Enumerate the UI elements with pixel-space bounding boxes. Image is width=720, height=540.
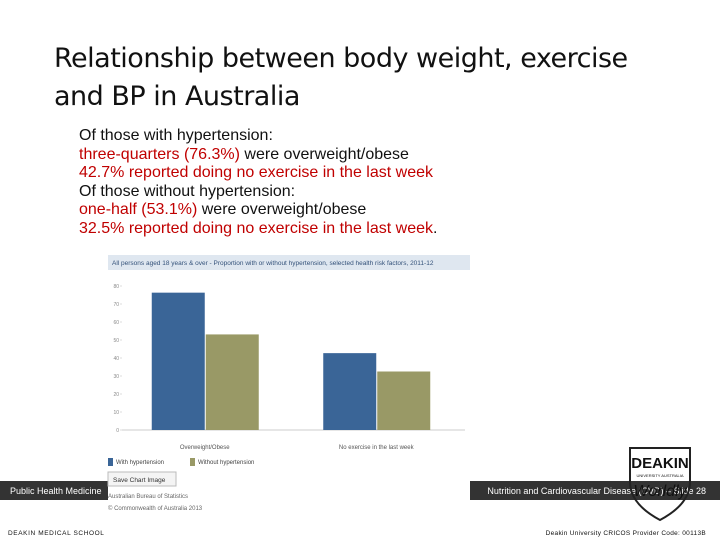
footer-left-sub: DEAKIN MEDICAL SCHOOL (8, 530, 105, 537)
bullet-text: were overweight/obese (239, 145, 409, 163)
footer-band (470, 481, 720, 500)
footer-right-sub: Deakin University CRICOS Provider Code: … (545, 530, 706, 537)
y-tick-label: 40 (113, 356, 119, 362)
y-tick-label: 20 (113, 392, 119, 398)
y-tick-label: 80 (113, 284, 119, 290)
bullet-list: Of those with hypertension: three-quarter… (79, 127, 437, 238)
x-tick-label: Overweight/Obese (180, 445, 230, 451)
bullet-text: Of those without hypertension: (79, 182, 296, 200)
bullet-text: were overweight/obese (197, 201, 367, 218)
chart-header (108, 255, 470, 270)
bullet-line: Of those with hypertension: (79, 127, 437, 146)
bullet-text: one-half (53.1%) (79, 201, 198, 218)
footer-right: Nutrition and Cardiovascular Disease (CV… (487, 486, 706, 496)
bullet-line: Of those without hypertension: (79, 183, 437, 202)
chart-copyright: © Commonwealth of Australia 2013 (108, 505, 203, 512)
bullet-line: 42.7% reported doing no exercise in the … (79, 164, 437, 183)
footer-band (0, 481, 108, 500)
bullet-line: 32.5% reported doing no exercise in the … (79, 220, 437, 239)
bullet-text: 42.7% reported doing no exercise in the … (79, 164, 433, 181)
bar (377, 371, 431, 430)
legend-swatch (108, 458, 113, 466)
y-tick-label: 0 (116, 428, 119, 434)
chart-source: Australian Bureau of Statistics (108, 494, 188, 500)
x-tick-label: No exercise in the last week (339, 445, 415, 451)
bullet-text: . (433, 219, 438, 237)
save-button[interactable] (107, 471, 177, 487)
bar (323, 353, 377, 430)
bullet-text: 32.5% reported doing no exercise in the … (79, 219, 433, 237)
slide-title: Relationship between body weight, exerci… (54, 43, 628, 112)
logo-sub: UNIVERSITY AUSTRALIA (636, 473, 683, 478)
legend-label: Without hypertension (198, 460, 254, 466)
bullet-text: Of those with hypertension: (79, 127, 273, 144)
logo-name: DEAKIN (631, 455, 689, 472)
chart-title: All persons aged 18 years & over - Propo… (112, 260, 434, 267)
legend-label: With hypertension (116, 460, 164, 466)
legend-swatch (190, 458, 195, 466)
logo-shield (629, 447, 691, 522)
bar (151, 292, 205, 430)
y-tick-label: 50 (113, 338, 119, 344)
bullet-line: one-half (53.1%) were overweight/obese (79, 201, 437, 220)
logo-tagline: Worldly (633, 483, 687, 500)
save-button-label[interactable]: Save Chart Image (113, 477, 166, 484)
logo: DEAKIN UNIVERSITY AUSTRALIA Worldly (629, 447, 691, 522)
footer-left: Public Health Medicine (10, 486, 102, 496)
y-tick-label: 10 (113, 410, 119, 416)
bullet-text: three-quarters (76.3%) (79, 145, 240, 163)
bullet-line: three-quarters (76.3%) were overweight/o… (79, 146, 437, 165)
bar (205, 334, 259, 430)
y-tick-label: 60 (113, 320, 119, 326)
y-tick-label: 30 (113, 374, 119, 380)
y-tick-label: 70 (113, 302, 119, 308)
